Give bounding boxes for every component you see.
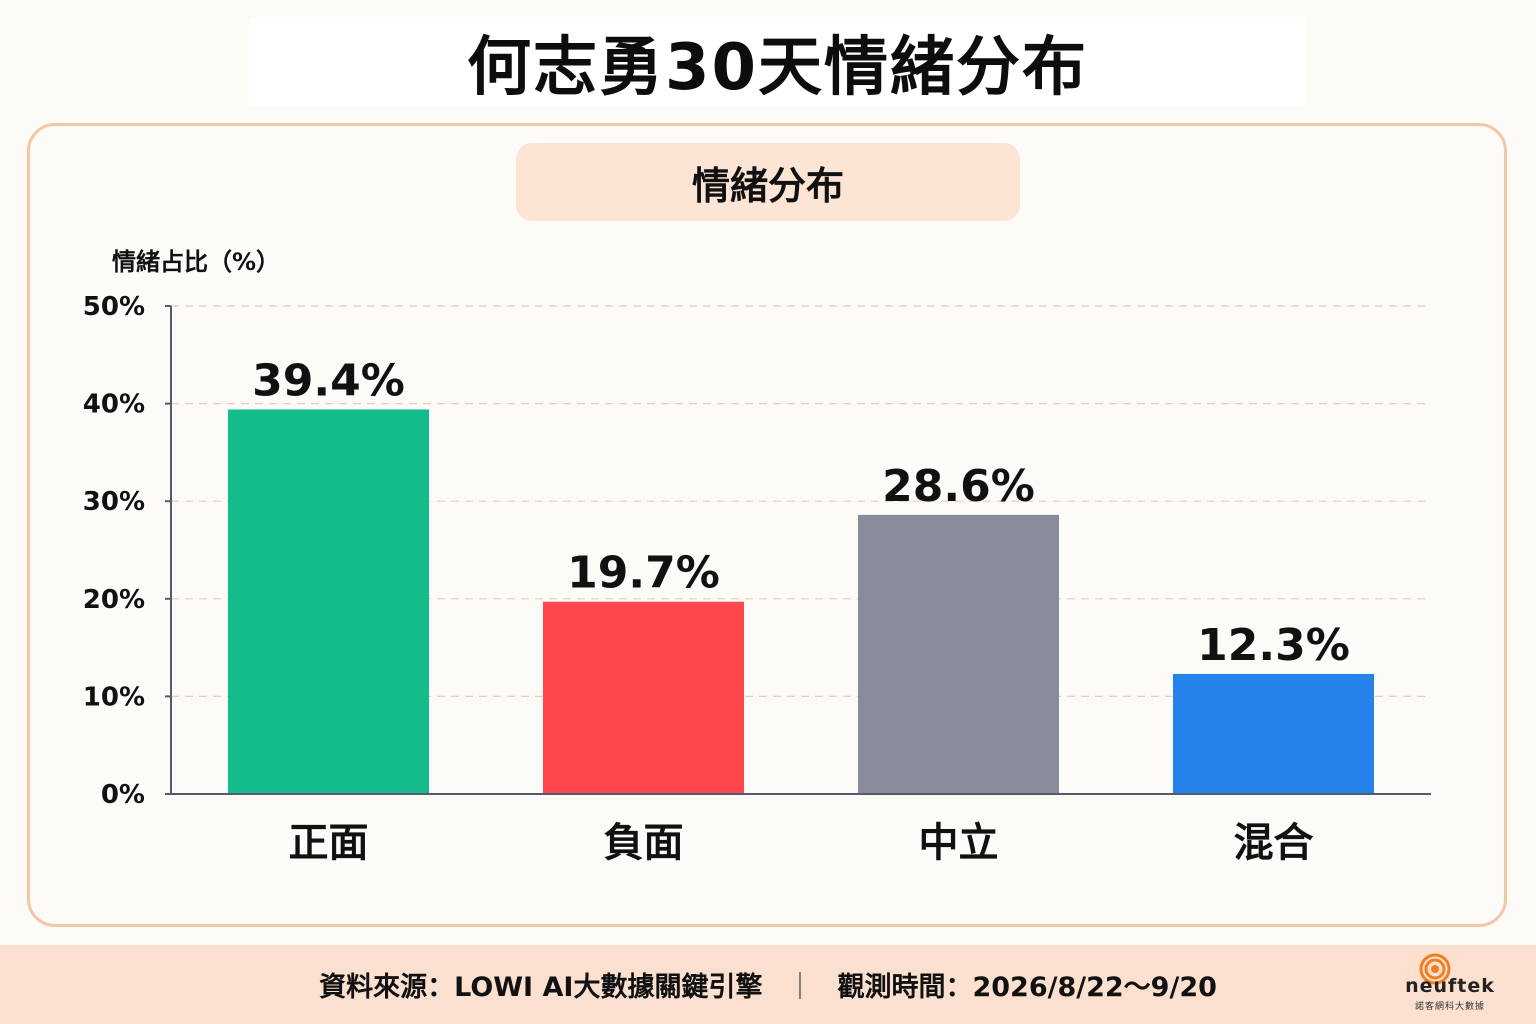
chart-title: 情緒分布 [691, 163, 844, 208]
chart-title-pill: 情緒分布 [516, 143, 1020, 221]
y-tick-label: 0% [101, 780, 145, 810]
value-label: 39.4% [252, 355, 405, 406]
y-tick-labels: 0% 10% 20% 30% 40% 50% [83, 292, 145, 810]
value-label: 12.3% [1197, 620, 1350, 671]
category-label: 負面 [604, 820, 684, 866]
y-tick-label: 30% [83, 487, 145, 517]
y-tick-label: 40% [83, 390, 145, 420]
bar-3 [858, 514, 1059, 794]
data-source: 資料來源：LOWI AI大數據關鍵引擎 [319, 972, 763, 1003]
y-tick-label: 10% [83, 682, 145, 712]
value-label: 28.6% [882, 461, 1035, 512]
bar-4 [1173, 673, 1374, 794]
title-bar: 何志勇30天情緒分布 [250, 18, 1305, 106]
bar-2 [543, 601, 744, 794]
category-label: 正面 [289, 820, 369, 866]
y-tick-label: 20% [83, 585, 145, 615]
brand-logo: neuftek 諾客網科大數據 [1405, 953, 1495, 1015]
footer: 資料來源：LOWI AI大數據關鍵引擎 ｜ 觀測時間：2026/8/22〜9/2… [0, 945, 1536, 1024]
value-labels: 39.4% 19.7% 28.6% 12.3% [252, 355, 1350, 670]
logo-subtitle: 諾客網科大數據 [1414, 1002, 1485, 1012]
bar-1 [228, 409, 429, 794]
footer-separator: ｜ [786, 972, 814, 1003]
logo-wordmark: neuftek [1405, 975, 1495, 997]
axes [170, 306, 1431, 795]
x-tick-labels: 正面 負面 中立 混合 [289, 820, 1314, 866]
y-tick-label: 50% [83, 292, 145, 322]
page-title: 何志勇30天情緒分布 [466, 31, 1089, 105]
spiral-logo-icon [1419, 953, 1451, 985]
category-label: 中立 [919, 820, 999, 866]
observation-period: 觀測時間：2026/8/22〜9/20 [837, 972, 1217, 1003]
value-label: 19.7% [567, 548, 720, 599]
category-label: 混合 [1234, 820, 1314, 866]
footer-text: 資料來源：LOWI AI大數據關鍵引擎 ｜ 觀測時間：2026/8/22〜9/2… [0, 945, 1536, 1024]
bars [228, 409, 1374, 794]
y-axis-label: 情緒占比（%） [112, 248, 281, 276]
